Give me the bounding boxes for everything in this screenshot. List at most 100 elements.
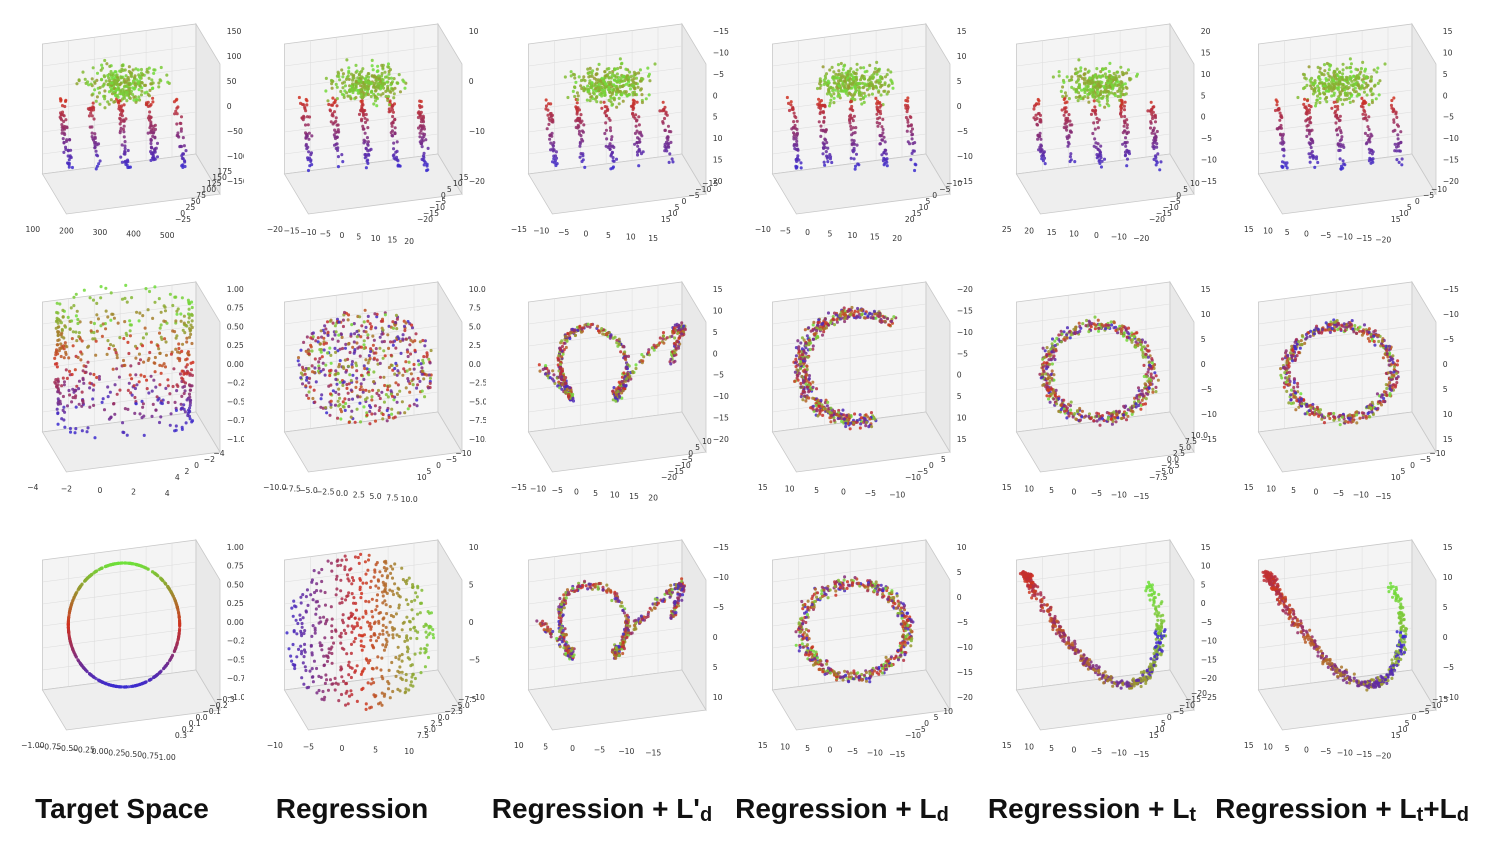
scatter-point: [623, 387, 627, 391]
scatter-point: [176, 131, 180, 135]
scatter-point: [877, 90, 881, 94]
scatter-point: [128, 329, 132, 333]
scatter-point: [1154, 159, 1158, 163]
scatter-point: [71, 330, 75, 334]
scatter-point: [150, 389, 154, 393]
scatter-point: [597, 62, 601, 66]
scatter-point: [1061, 94, 1065, 99]
scatter-point: [137, 73, 141, 77]
scatter-point: [338, 78, 342, 82]
tick-label-x: −5: [320, 229, 331, 238]
scatter-point: [107, 82, 111, 86]
scatter-point: [351, 82, 355, 86]
scatter-point: [1278, 111, 1282, 115]
scatter-point: [93, 81, 97, 85]
scatter-point: [344, 77, 349, 81]
scatter-point: [1152, 140, 1156, 144]
scatter-point: [626, 363, 630, 367]
scatter-point: [331, 337, 335, 341]
scatter-point: [908, 115, 912, 119]
scatter-point: [1347, 96, 1351, 100]
scatter-point: [1155, 142, 1159, 146]
scatter-point: [191, 360, 195, 364]
scatter-point: [56, 352, 60, 356]
scatter-point: [1080, 76, 1084, 80]
scatter-point: [365, 367, 369, 371]
scatter-point: [304, 384, 308, 388]
scatter-point: [414, 332, 418, 336]
scatter-point: [76, 317, 80, 322]
scatter-point: [91, 298, 96, 302]
scatter-point: [632, 74, 636, 78]
scatter-point: [622, 74, 626, 78]
scatter-point: [805, 334, 809, 338]
scatter-point: [62, 383, 66, 387]
scatter-point: [63, 410, 67, 414]
scatter-point: [641, 150, 645, 154]
scatter-point: [372, 380, 376, 384]
scatter-point: [351, 345, 355, 349]
scatter-point: [854, 90, 858, 94]
scatter-point: [634, 366, 638, 371]
scatter-point: [620, 396, 624, 400]
scatter-point: [1338, 157, 1342, 161]
scatter-point: [844, 91, 848, 95]
tick-label-y: −15: [702, 179, 718, 188]
scatter-point: [316, 340, 320, 344]
scatter-point: [168, 392, 172, 396]
scatter-point: [60, 384, 64, 388]
scatter-point: [913, 162, 917, 166]
scatter-point: [606, 88, 610, 92]
scatter-point: [1148, 126, 1153, 130]
scatter-point: [118, 113, 122, 117]
scatter-point: [150, 78, 154, 82]
scatter-point: [421, 120, 426, 124]
scatter-point: [81, 378, 85, 382]
scatter-point: [828, 68, 832, 72]
scatter-point: [344, 401, 348, 406]
scatter-point: [1309, 84, 1313, 88]
scatter-point: [638, 140, 642, 144]
scatter-point: [624, 82, 629, 86]
scatter-point: [418, 99, 422, 103]
scatter-point: [157, 297, 161, 301]
tick-label-y: 5: [426, 467, 431, 476]
scatter-point: [64, 147, 68, 151]
scatter-point: [133, 411, 137, 415]
scatter-point: [824, 398, 828, 402]
scatter-point: [799, 166, 803, 170]
scatter-point: [546, 113, 550, 117]
scatter-point: [910, 127, 914, 131]
scatter-point: [909, 158, 913, 162]
scatter-point: [309, 153, 313, 157]
scatter-point: [826, 146, 830, 150]
scatter-point: [795, 127, 799, 131]
scatter-point: [366, 319, 370, 323]
scatter-point: [349, 388, 353, 392]
scatter-point: [420, 105, 424, 109]
scatter-point: [1392, 118, 1396, 122]
scatter-point: [346, 364, 350, 368]
scatter-point: [89, 329, 93, 333]
scatter-point: [179, 115, 184, 119]
scatter-point: [1336, 83, 1340, 87]
scatter-point: [1037, 102, 1041, 106]
scatter-point: [314, 380, 318, 384]
scatter-point: [307, 150, 311, 154]
scatter-point: [180, 369, 184, 373]
tick-label-y: −15: [668, 467, 684, 476]
tick-label-y: 150: [212, 173, 227, 182]
tick-label-x: −5: [1320, 231, 1331, 240]
scatter-point: [411, 383, 415, 387]
scatter-point: [313, 366, 317, 370]
scatter-point: [615, 338, 619, 343]
scatter-point: [1042, 156, 1047, 160]
scatter-point: [1154, 163, 1158, 167]
scatter-point: [1119, 111, 1123, 115]
scatter-point: [131, 68, 135, 72]
scatter-point: [123, 68, 127, 72]
scatter-point: [613, 396, 617, 400]
scatter-point: [63, 104, 67, 109]
scatter-point: [824, 138, 828, 142]
scatter-point: [1098, 103, 1102, 107]
